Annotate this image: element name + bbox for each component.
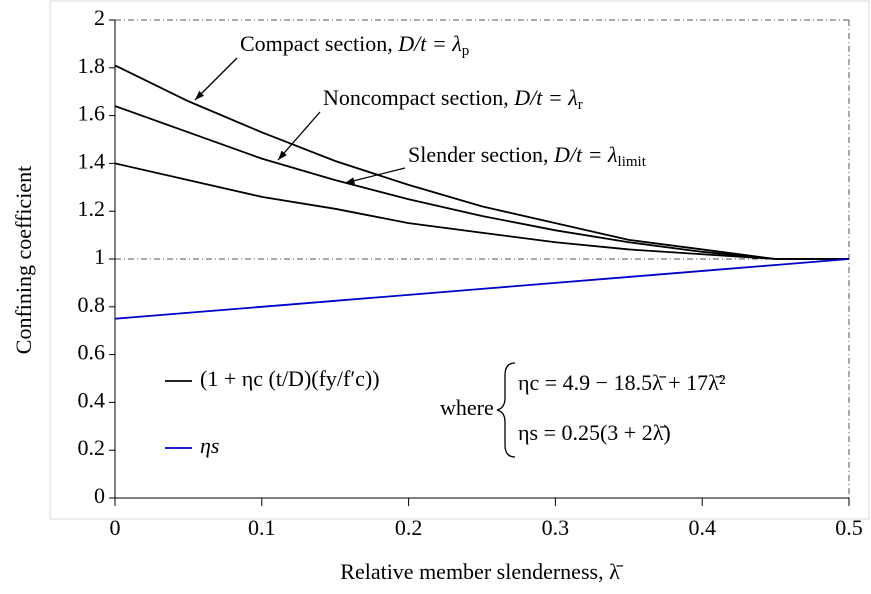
equation-brace bbox=[496, 362, 516, 458]
y-tick-label: 2 bbox=[94, 5, 105, 30]
legend-label: ηs bbox=[200, 433, 219, 458]
annotation-arrow bbox=[344, 167, 406, 184]
y-tick-label: 0 bbox=[94, 483, 105, 508]
annotation-text: Slender section, bbox=[408, 142, 554, 167]
series-line bbox=[114, 162, 849, 260]
annotation-sub: p bbox=[462, 43, 470, 59]
chart-frame bbox=[49, 0, 870, 520]
series-line bbox=[114, 64, 849, 260]
y-tick-label: 0.2 bbox=[78, 435, 106, 460]
annotation: Compact section, D/t = λp bbox=[240, 31, 469, 59]
x-tick-label: 0.1 bbox=[248, 515, 276, 540]
arrow-head bbox=[278, 150, 287, 160]
annotation: Slender section, D/t = λlimit bbox=[408, 142, 647, 170]
annotation-math: D/t = λ bbox=[553, 142, 618, 167]
annotation-math: D/t = λ bbox=[397, 31, 462, 56]
annotation-text: Noncompact section, bbox=[323, 85, 514, 110]
where-label: where bbox=[440, 395, 494, 420]
arrow-head bbox=[345, 177, 355, 185]
series-line bbox=[114, 105, 849, 260]
y-tick-label: 1.4 bbox=[78, 148, 106, 173]
x-tick-label: 0.3 bbox=[542, 515, 570, 540]
x-tick-label: 0 bbox=[110, 515, 121, 540]
annotation-arrow bbox=[277, 111, 321, 161]
x-tick-label: 0.2 bbox=[395, 515, 423, 540]
x-tick-label: 0.5 bbox=[835, 515, 863, 540]
legend-label: (1 + ηc (t/D)(fy/f′c)) bbox=[200, 366, 380, 391]
y-tick-label: 1 bbox=[94, 244, 105, 269]
annotation: Noncompact section, D/t = λr bbox=[323, 85, 583, 113]
y-tick-label: 0.4 bbox=[78, 387, 106, 412]
y-tick-label: 0.8 bbox=[78, 292, 106, 317]
equation: ηs = 0.25(3 + 2λ̄) bbox=[518, 420, 671, 445]
y-tick-label: 1.8 bbox=[78, 53, 106, 78]
annotation-text: Compact section, bbox=[240, 31, 398, 56]
x-tick-label: 0.4 bbox=[688, 515, 716, 540]
annotation-sub: r bbox=[578, 97, 583, 113]
annotation-sub: limit bbox=[618, 154, 647, 170]
arrow-head bbox=[195, 90, 205, 100]
equation: ηc = 4.9 − 18.5λ̄ + 17λ̄² bbox=[518, 370, 726, 395]
series-line bbox=[114, 258, 850, 320]
y-tick-label: 0.6 bbox=[78, 340, 106, 365]
y-tick-label: 1.2 bbox=[78, 196, 106, 221]
annotation-math: D/t = λ bbox=[513, 85, 578, 110]
annotation-arrow bbox=[194, 57, 238, 101]
y-axis-label: Confining coefficient bbox=[11, 166, 36, 354]
y-tick-label: 1.6 bbox=[78, 101, 106, 126]
x-axis-label: Relative member slenderness, λ̄ bbox=[340, 559, 623, 584]
